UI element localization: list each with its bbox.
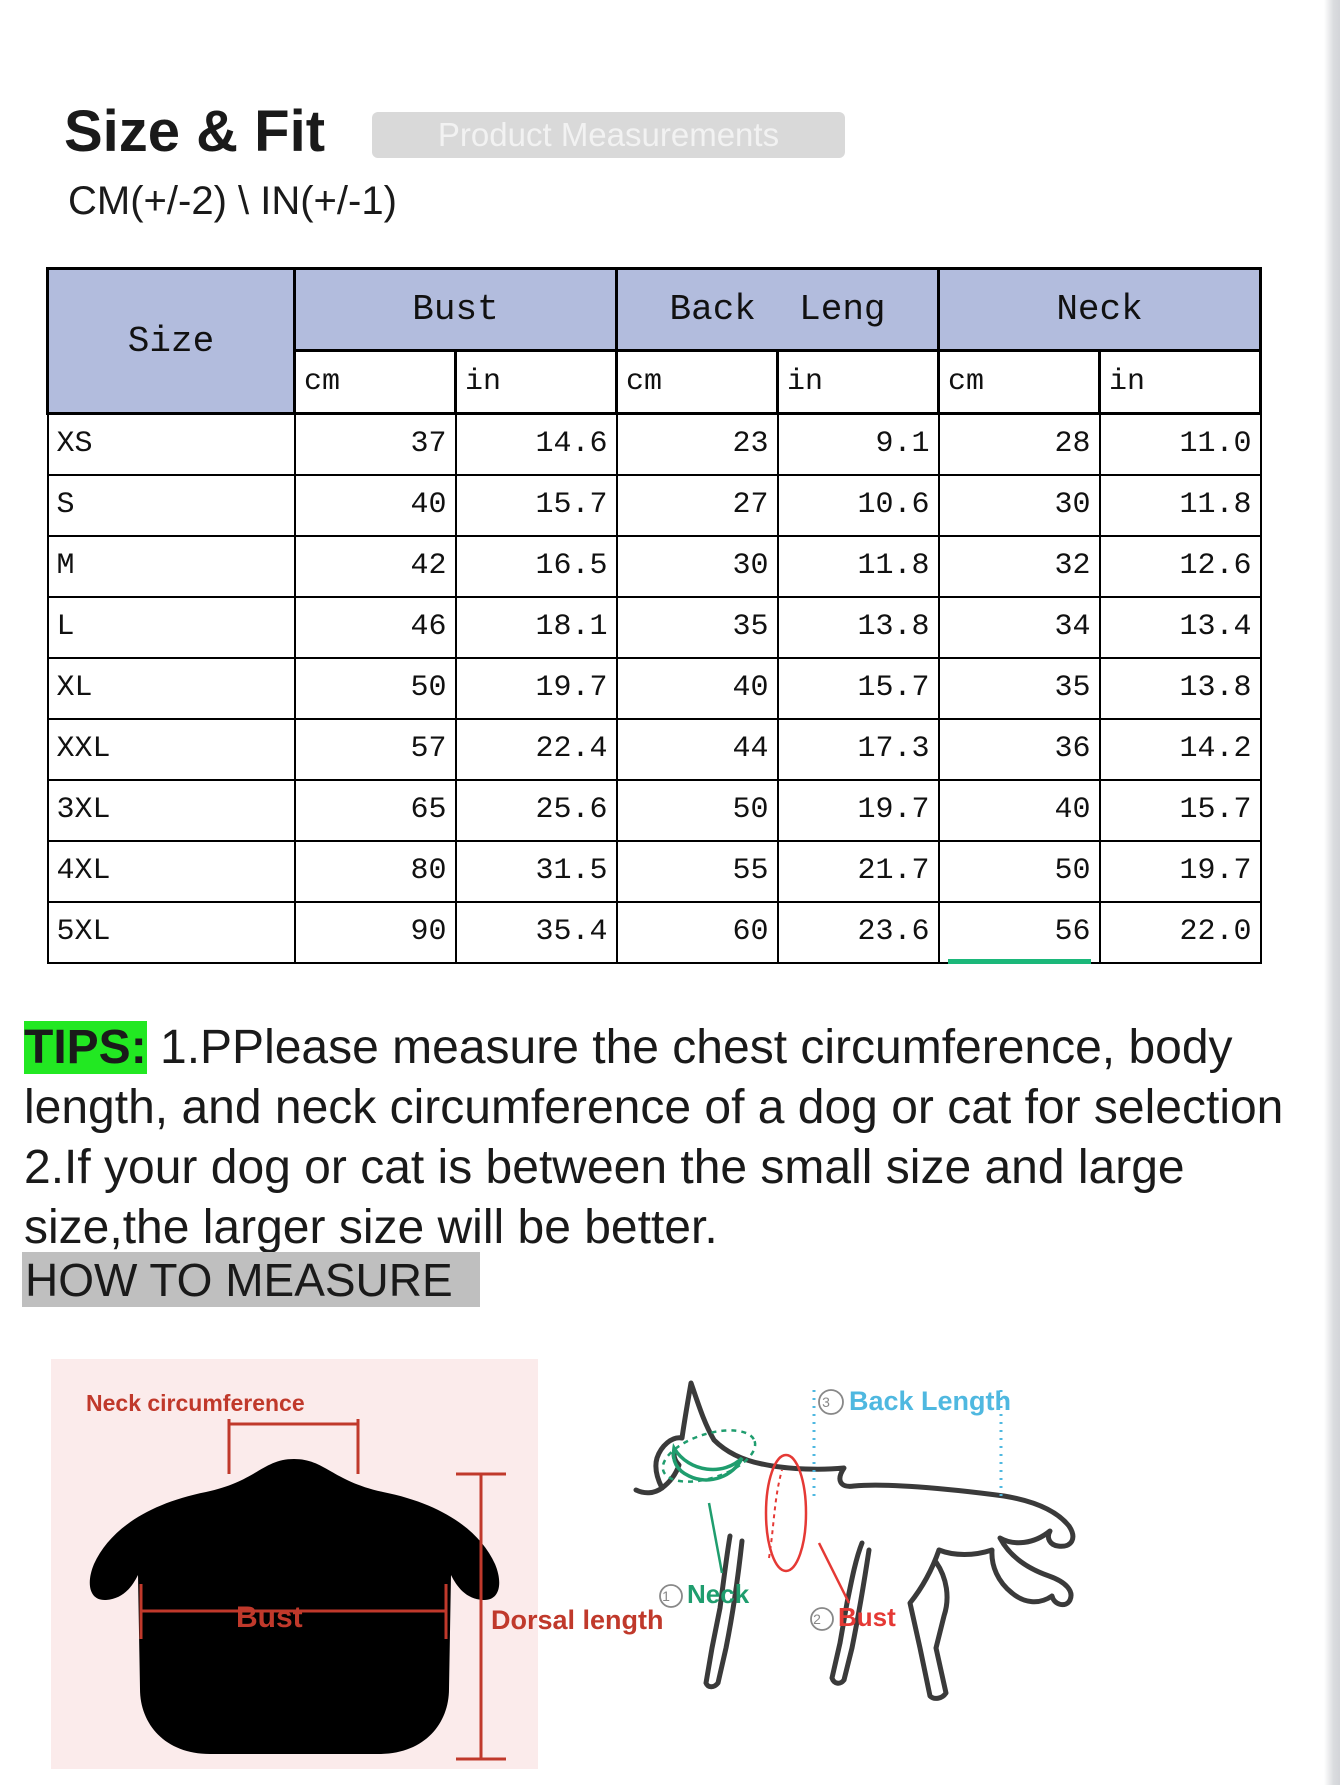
svg-text:Bust: Bust xyxy=(236,1601,303,1634)
svg-text:Neck circumference: Neck circumference xyxy=(86,1390,305,1416)
svg-text:1: 1 xyxy=(662,1588,670,1604)
svg-text:Neck: Neck xyxy=(687,1579,750,1609)
svg-text:3: 3 xyxy=(822,1394,830,1410)
svg-text:Bust: Bust xyxy=(838,1602,896,1632)
svg-text:Back Length: Back Length xyxy=(849,1386,1011,1416)
svg-text:2: 2 xyxy=(813,1611,821,1627)
